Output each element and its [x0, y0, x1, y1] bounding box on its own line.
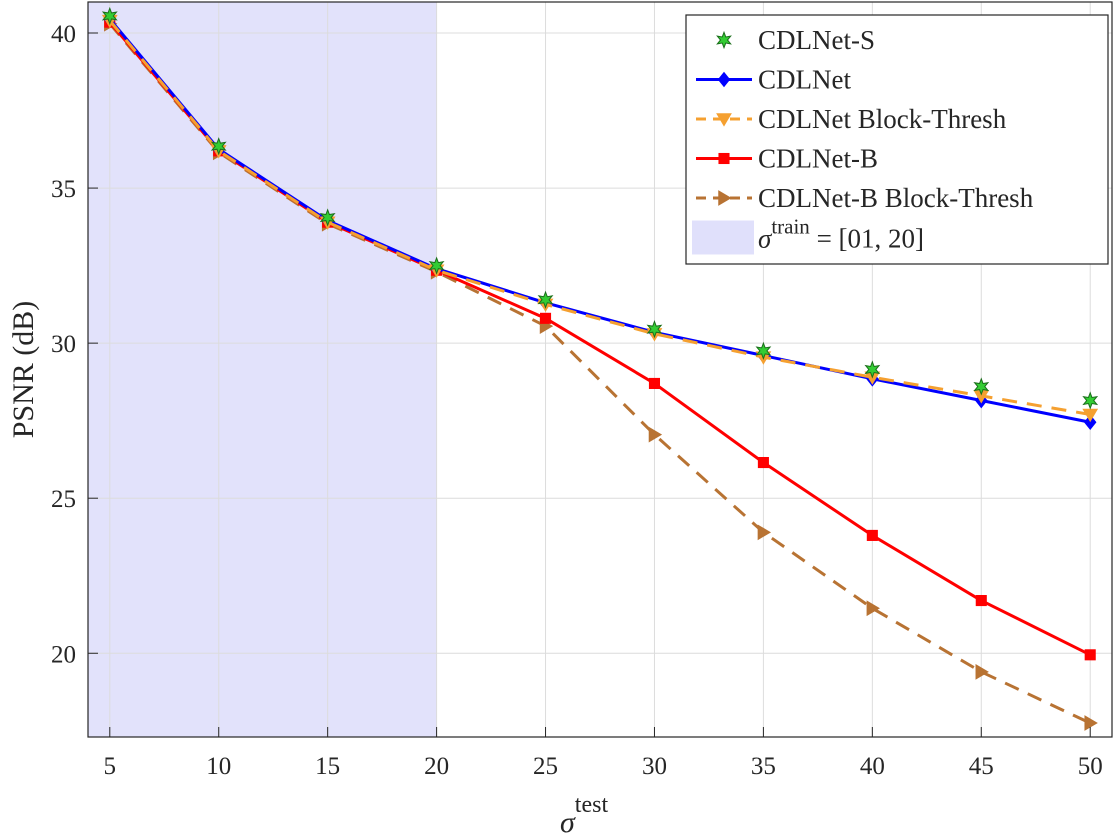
y-tick-label: 25 — [51, 486, 76, 513]
legend: CDLNet-S CDLNet CDLNet Block-Thresh CDLNet-… — [685, 14, 1109, 265]
legend-marker — [716, 30, 732, 50]
x-tick-label: 20 — [424, 753, 449, 780]
legend-marker — [717, 71, 731, 88]
y-tick-label: 35 — [51, 176, 76, 203]
legend-label: CDLNet — [758, 65, 851, 95]
data-point — [866, 529, 878, 541]
data-point — [975, 663, 989, 680]
data-point — [101, 6, 118, 26]
data-point — [1082, 391, 1099, 410]
x-axis-label-symbol: σ — [560, 806, 576, 839]
data-point — [646, 320, 663, 339]
tick-labels-layer: 5 10 15 20 25 30 35 40 45 50 20 25 30 35 40 — [51, 21, 1103, 780]
x-tick-label: 25 — [533, 753, 558, 780]
legend-label: CDLNet Block-Thresh — [758, 104, 1007, 134]
legend-shade-symbol: σ — [758, 224, 773, 254]
data-point — [539, 312, 552, 324]
data-point — [428, 256, 445, 275]
axis-labels-layer: PSNR (dB) σtest — [7, 301, 608, 839]
legend-shade-label: σtrain = [01, 20] — [758, 215, 924, 254]
y-tick-label: 40 — [51, 21, 76, 48]
legend-shade-swatch — [692, 220, 754, 255]
x-tick-label: 40 — [860, 753, 885, 780]
legend-entry: CDLNet-B — [696, 144, 878, 174]
legend-label: CDLNet-B Block-Thresh — [758, 183, 1034, 213]
x-tick-label: 35 — [751, 753, 776, 780]
data-point — [866, 600, 880, 617]
legend-entry: CDLNet — [696, 65, 851, 95]
x-tick-label: 5 — [104, 753, 117, 780]
data-point — [648, 377, 661, 389]
series-layer — [101, 6, 1099, 731]
legend-entry-shade: σtrain = [01, 20] — [692, 215, 924, 255]
legend-label: CDLNet-S — [758, 25, 875, 55]
data-point — [1084, 649, 1096, 661]
data-point — [975, 595, 987, 607]
legend-marker — [718, 190, 732, 206]
x-tick-label: 50 — [1078, 753, 1103, 780]
y-tick-label: 30 — [51, 331, 76, 358]
x-axis-label-superscript: test — [575, 792, 609, 818]
data-point — [1084, 715, 1098, 731]
legend-marker — [718, 152, 730, 165]
axes-layer — [87, 1, 1113, 738]
data-point — [757, 456, 769, 469]
y-axis-label: PSNR (dB) — [7, 301, 40, 439]
x-tick-label: 30 — [642, 753, 667, 780]
y-tick-label: 20 — [51, 641, 76, 668]
legend-entry: CDLNet-B Block-Thresh — [696, 183, 1034, 213]
x-axis-label: σtest — [560, 792, 608, 839]
axes-frame — [87, 1, 1113, 738]
data-point — [210, 137, 227, 156]
data-point — [319, 208, 336, 227]
data-point — [537, 290, 554, 309]
x-tick-label: 15 — [315, 753, 340, 780]
legend-marker — [716, 113, 732, 127]
data-point — [648, 426, 663, 443]
data-point — [864, 360, 881, 379]
data-point — [1083, 414, 1097, 431]
training-range-shade-layer — [88, 2, 437, 737]
legend-entry: CDLNet-S — [716, 25, 875, 55]
legend-entry: CDLNet Block-Thresh — [696, 104, 1007, 134]
series-cdlnet-s — [101, 6, 1099, 410]
series-line — [108, 19, 1091, 416]
x-tick-label: 10 — [206, 753, 231, 780]
training-range-shade — [88, 2, 437, 737]
data-point — [755, 341, 772, 361]
data-point — [757, 524, 772, 541]
data-point — [973, 377, 990, 396]
x-tick-label: 45 — [969, 753, 994, 780]
legend-label: CDLNet-B — [758, 144, 878, 174]
legend-box — [685, 14, 1109, 265]
legend-shade-superscript: train — [771, 215, 810, 239]
legend-shade-range: = [01, 20] — [810, 224, 924, 254]
